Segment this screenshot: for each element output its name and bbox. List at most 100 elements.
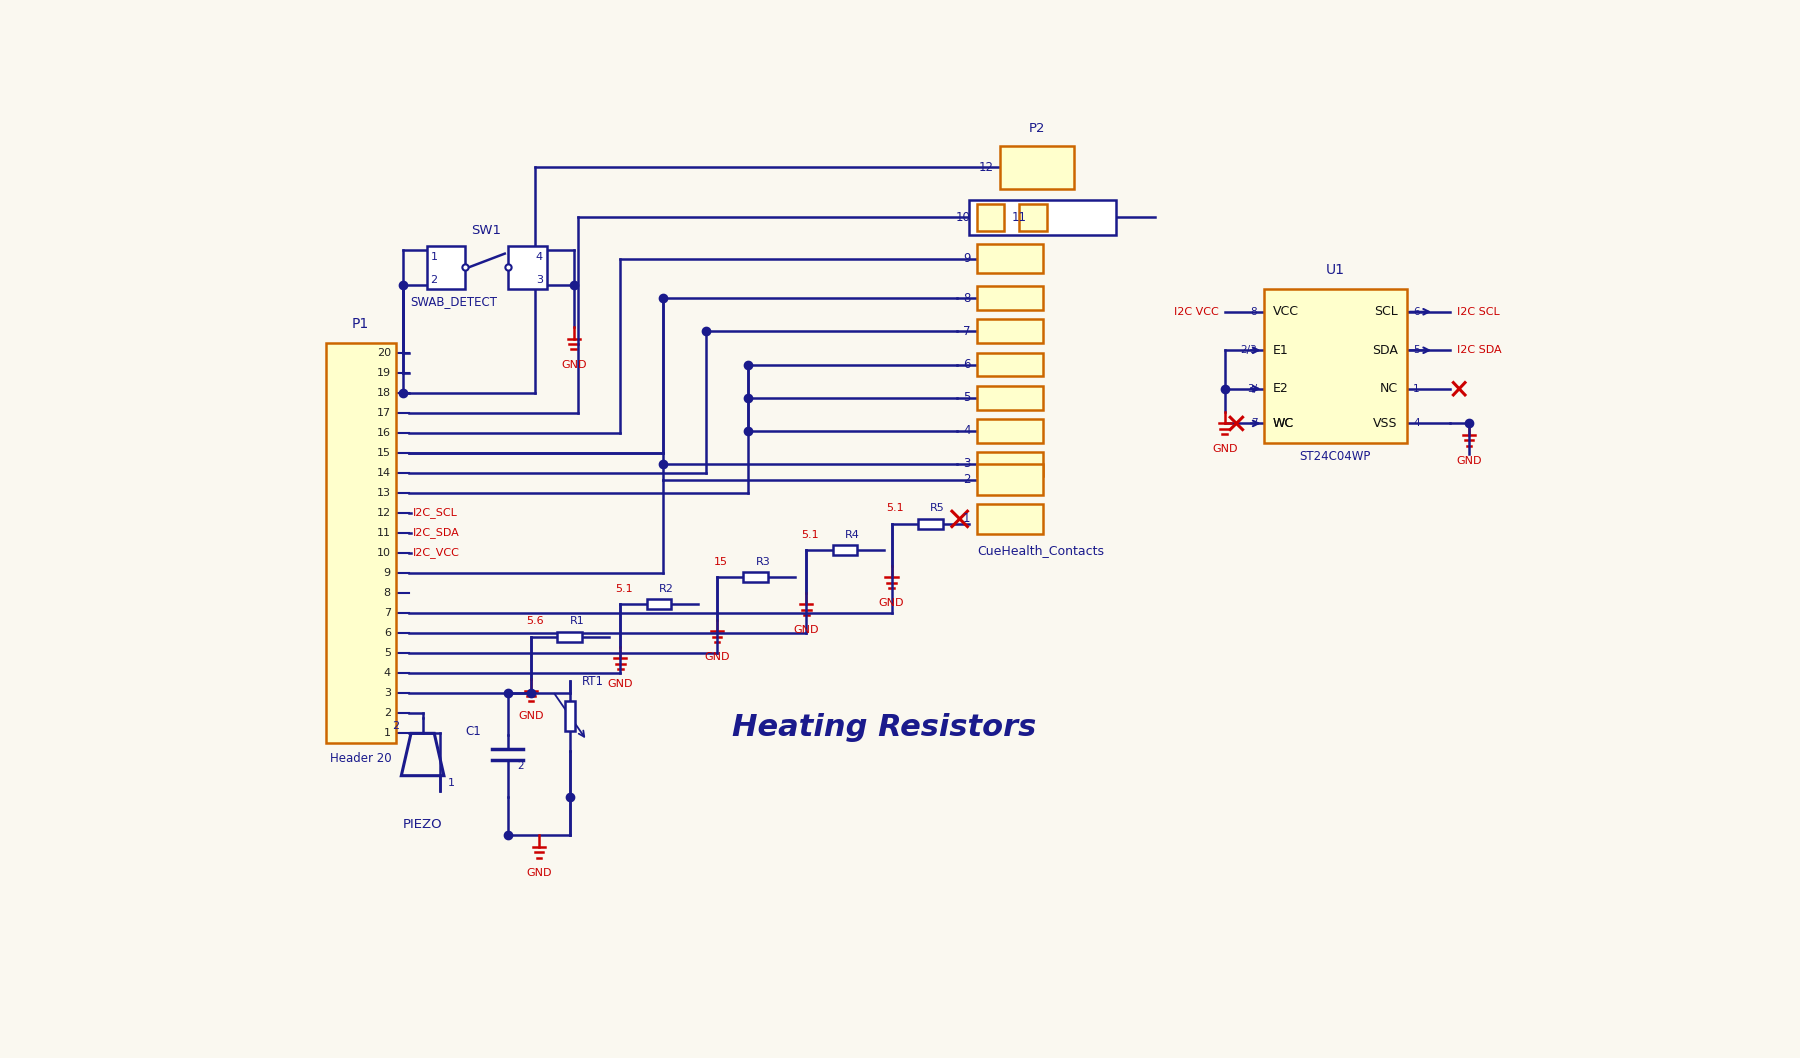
Text: E2: E2: [1273, 382, 1289, 396]
Text: PIEZO: PIEZO: [403, 818, 443, 831]
Text: R3: R3: [756, 557, 770, 567]
Text: SCL: SCL: [1373, 306, 1397, 318]
Text: 7: 7: [963, 325, 970, 338]
Text: R2: R2: [659, 584, 673, 594]
Text: 8: 8: [1251, 307, 1256, 316]
Text: WC: WC: [1273, 417, 1294, 430]
Text: 2: 2: [383, 708, 391, 718]
Text: 2: 2: [430, 275, 437, 285]
Text: 1: 1: [383, 728, 391, 737]
Text: 7: 7: [1251, 418, 1256, 428]
Bar: [1001, 146, 1073, 188]
Text: WC: WC: [1273, 417, 1294, 430]
Text: SW1: SW1: [472, 224, 502, 237]
Text: 5.1: 5.1: [616, 584, 634, 594]
Text: 7: 7: [383, 608, 391, 618]
Bar: [977, 320, 1042, 344]
Text: VSS: VSS: [1373, 417, 1397, 430]
Bar: [968, 200, 1116, 235]
Text: R4: R4: [844, 530, 860, 540]
Text: 20: 20: [376, 348, 391, 358]
Text: 4: 4: [963, 424, 970, 437]
Text: 14: 14: [376, 468, 391, 478]
Text: GND: GND: [704, 652, 729, 662]
Bar: [918, 518, 943, 529]
Text: 6: 6: [383, 627, 391, 638]
Text: 3: 3: [536, 275, 544, 285]
Text: I2C SDA: I2C SDA: [1458, 345, 1501, 355]
Bar: [743, 572, 769, 582]
Bar: [977, 386, 1042, 409]
Text: 4: 4: [1413, 418, 1420, 428]
Text: GND: GND: [608, 679, 634, 689]
Text: 10: 10: [376, 548, 391, 558]
Text: I2C_VCC: I2C_VCC: [412, 547, 459, 559]
Bar: [833, 546, 857, 555]
Text: 15: 15: [376, 448, 391, 458]
Text: GND: GND: [518, 711, 544, 722]
Bar: [977, 244, 1042, 273]
Text: GND: GND: [526, 868, 551, 878]
Text: 17: 17: [376, 407, 391, 418]
Bar: [977, 419, 1042, 442]
Text: 10: 10: [956, 211, 970, 224]
Text: 2/3: 2/3: [1240, 345, 1256, 355]
Text: 8: 8: [963, 292, 970, 305]
Text: 11: 11: [1012, 211, 1026, 224]
Text: 5.1: 5.1: [801, 530, 819, 540]
Text: R1: R1: [571, 617, 585, 626]
Bar: [427, 247, 464, 289]
Text: E1: E1: [1273, 344, 1289, 357]
Text: P1: P1: [353, 317, 369, 331]
Text: 4: 4: [536, 253, 544, 262]
Text: 9: 9: [383, 568, 391, 578]
Text: GND: GND: [1211, 444, 1238, 454]
Text: 3: 3: [963, 457, 970, 471]
Text: 3/: 3/: [1247, 384, 1256, 394]
Text: 5: 5: [963, 391, 970, 404]
Text: 6: 6: [1413, 307, 1420, 316]
Text: 3: 3: [383, 688, 391, 698]
Text: 5.6: 5.6: [526, 617, 544, 626]
Text: 1: 1: [448, 779, 455, 788]
Text: U1: U1: [1325, 263, 1345, 277]
Bar: [1264, 289, 1408, 442]
Bar: [977, 352, 1042, 377]
Bar: [646, 599, 671, 609]
Bar: [558, 632, 581, 642]
Text: 6: 6: [963, 358, 970, 371]
Bar: [326, 343, 396, 743]
Text: GND: GND: [794, 625, 819, 635]
Text: I2C_SDA: I2C_SDA: [412, 527, 459, 539]
Text: VCC: VCC: [1273, 306, 1300, 318]
Text: 1: 1: [430, 253, 437, 262]
Text: 8: 8: [383, 588, 391, 598]
Text: Heating Resistors: Heating Resistors: [731, 713, 1035, 742]
Text: Header 20: Header 20: [329, 752, 391, 765]
Bar: [1019, 204, 1046, 231]
Bar: [977, 505, 1042, 533]
Text: 18: 18: [376, 387, 391, 398]
Text: I2C SCL: I2C SCL: [1458, 307, 1499, 316]
Text: 19: 19: [376, 367, 391, 378]
Text: R5: R5: [931, 504, 945, 513]
Bar: [565, 700, 574, 731]
Text: 12: 12: [979, 161, 994, 174]
Text: CueHealth_Contacts: CueHealth_Contacts: [977, 544, 1103, 558]
Bar: [977, 287, 1042, 310]
Bar: [977, 452, 1042, 476]
Text: SDA: SDA: [1372, 344, 1397, 357]
Text: ST24C04WP: ST24C04WP: [1300, 451, 1372, 463]
Text: GND: GND: [562, 360, 587, 369]
Text: 12: 12: [376, 508, 391, 517]
Text: 5: 5: [383, 647, 391, 658]
Text: 4: 4: [383, 668, 391, 678]
Text: C1: C1: [464, 725, 481, 737]
Text: GND: GND: [878, 598, 904, 608]
Text: 15: 15: [715, 557, 727, 567]
Text: 9: 9: [963, 252, 970, 266]
Text: 13: 13: [376, 488, 391, 497]
Text: 16: 16: [376, 427, 391, 438]
Bar: [977, 464, 1042, 495]
Text: GND: GND: [1456, 456, 1481, 466]
